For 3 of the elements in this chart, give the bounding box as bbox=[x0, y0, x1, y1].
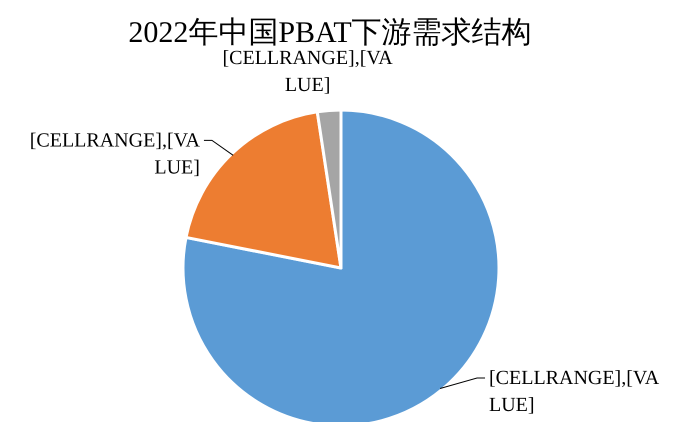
data-label: [CELLRANGE],[VALUE] bbox=[30, 129, 200, 178]
chart-title: 2022年中国PBAT下游需求结构 bbox=[128, 16, 532, 49]
data-label: [CELLRANGE],[VALUE] bbox=[489, 367, 660, 416]
